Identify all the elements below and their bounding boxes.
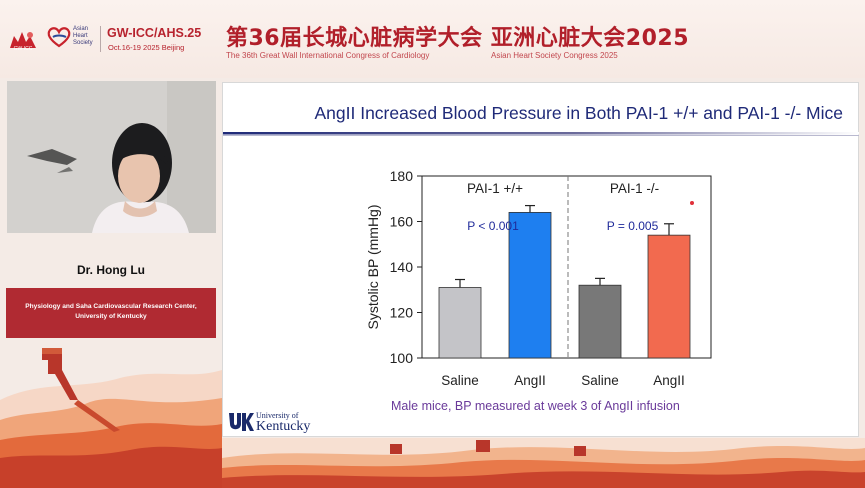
y-tick-label: 180: [390, 168, 414, 184]
conference-short-name: GW-ICC/AHS.25: [107, 26, 202, 40]
red-dot-marker: [690, 201, 694, 205]
speaker-video: [7, 81, 216, 233]
y-axis-label: Systolic BP (mmHg): [365, 205, 381, 330]
p-value-annotation: P < 0.001: [467, 219, 519, 233]
bar: [508, 211, 552, 359]
presentation-slide: AngII Increased Blood Pressure in Both P…: [222, 82, 860, 437]
category-label: AngII: [653, 373, 685, 388]
conference-title-cn: 第36届长城心脏病学大会 亚洲心脏大会2025: [226, 26, 690, 51]
speaker-panel: Dr. Hong Lu Physiology and Saha Cardiova…: [0, 78, 222, 488]
affiliation-line-1: Physiology and Saha Cardiovascular Resea…: [25, 303, 197, 310]
category-label: Saline: [441, 373, 479, 388]
y-tick-label: 160: [390, 214, 414, 230]
great-wall-illustration: [0, 348, 222, 488]
p-value-annotation: P = 0.005: [607, 219, 659, 233]
ahs-line-2: Heart: [73, 33, 88, 39]
title-underline: [223, 132, 860, 136]
slide-title: AngII Increased Blood Pressure in Both P…: [314, 103, 843, 123]
affiliation-line-2: University of Kentucky: [75, 313, 147, 320]
uk-logo-line-1: University of: [256, 411, 299, 420]
conference-dates: Oct.16-19 2025 Beijing: [108, 43, 185, 52]
speaker-video-frame: [7, 81, 216, 233]
ahs-heart-logo: [47, 27, 71, 48]
university-of-kentucky-logo: [229, 413, 254, 431]
category-label: AngII: [514, 373, 546, 388]
y-tick-label: 120: [390, 305, 414, 321]
ahs-line-1: Asian: [73, 26, 89, 32]
bar: [438, 287, 482, 359]
ahs-subtitle-en: Asian Heart Society Congress 2025: [491, 51, 618, 60]
bar: [578, 284, 622, 359]
ahs-logo-text: Asian Heart Society: [73, 26, 93, 47]
ahs-line-3: Society: [73, 40, 93, 46]
speaker-affiliation: Physiology and Saha Cardiovascular Resea…: [6, 288, 216, 338]
uk-logo-line-2: Kentucky: [256, 419, 311, 434]
panel-label: PAI-1 +/+: [467, 181, 523, 196]
panel-label: PAI-1 -/-: [610, 181, 659, 196]
slide-caption: Male mice, BP measured at week 3 of AngI…: [391, 399, 680, 413]
gw-logo-text: GW-ICC: [14, 46, 33, 52]
conference-header: GW-ICC Asian Heart Society GW-ICC/AHS.25…: [0, 0, 865, 78]
bp-bar-chart: 100 120 140 160 180 Systolic BP (mmHg) Saline A…: [365, 168, 712, 388]
right-border-strip: [859, 82, 865, 438]
conference-subtitle-en: The 36th Great Wall International Congre…: [226, 51, 430, 60]
header-divider: [100, 26, 101, 52]
footer-great-wall-band: [222, 438, 865, 488]
bar: [647, 234, 691, 359]
y-tick-label: 100: [390, 350, 414, 366]
y-tick-label: 140: [390, 259, 414, 275]
gw-icc-logo: GW-ICC: [10, 32, 36, 52]
category-label: Saline: [581, 373, 619, 388]
speaker-name: Dr. Hong Lu: [77, 263, 145, 277]
